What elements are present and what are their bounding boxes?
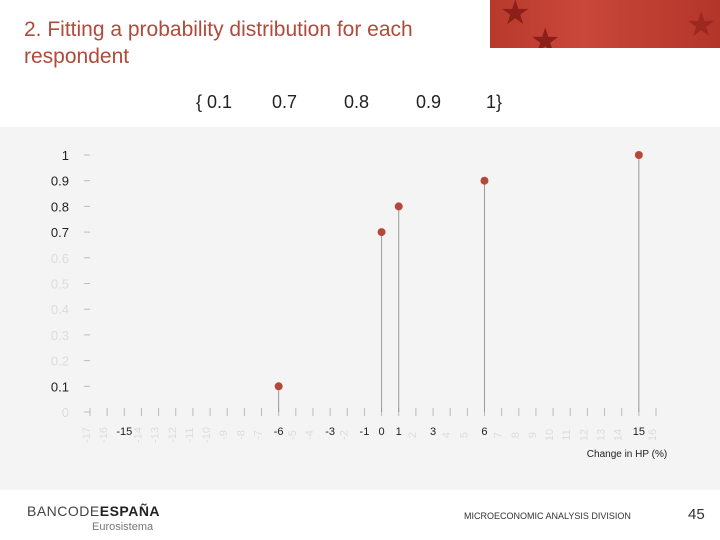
x-tick-label: -15 [116,426,132,438]
x-tick-label: -12 [167,427,179,443]
x-tick-label: -4 [304,430,316,440]
page-number: 45 [688,506,705,523]
x-tick-label: 8 [510,432,522,438]
x-tick-label: 7 [493,432,505,438]
x-tick-label: -1 [360,426,370,438]
data-point [634,151,643,159]
x-tick-label: -9 [218,430,230,440]
plot-area [0,127,720,490]
x-tick-label: 10 [544,429,556,441]
x-tick-label: 12 [578,429,590,441]
x-tick-label: 11 [561,429,573,440]
x-tick-label: -5 [287,430,299,440]
x-tick-label: -14 [132,427,144,443]
y-tick-label: 0.4 [51,302,69,317]
x-tick-label: -13 [150,427,162,443]
x-tick-label: 5 [458,432,470,438]
header-banner: ★ ★ ★ [490,0,720,48]
x-tick-label: 15 [633,426,645,438]
x-tick-label: 13 [596,429,608,441]
x-tick-label: 14 [613,429,625,441]
x-tick-label: -7 [253,430,265,440]
y-tick-label: 0.3 [51,328,69,343]
x-tick-label: -17 [81,427,93,443]
y-tick-label: 0.7 [51,225,69,240]
y-tick-label: 0.6 [51,251,69,266]
y-tick-label: 0 [62,405,69,420]
x-tick-label: 6 [481,426,487,438]
footer [0,490,720,540]
set-close: 1} [486,92,503,112]
y-tick-label: 0.5 [51,277,69,292]
division-label: MICROECONOMIC ANALYSIS DIVISION [464,511,631,521]
x-tick-label: -16 [98,427,110,443]
x-tick-label: 3 [430,426,436,438]
set-open: { 0.1 [196,92,233,112]
y-tick-label: 0.8 [51,199,69,214]
y-tick-label: 0.9 [51,174,69,189]
set-value: 0.7 [272,92,298,112]
x-axis-label: Change in HP (%) [587,449,667,460]
star-icon: ★ [500,0,531,32]
set-value: 0.9 [416,92,442,112]
y-tick-label: 0.1 [51,379,69,394]
data-point [480,176,489,185]
x-tick-label: -3 [325,426,335,438]
logo-subtitle: Eurosistema [92,521,154,533]
x-tick-label: 1 [396,426,402,438]
data-point [377,228,386,237]
data-point [274,382,283,391]
star-icon: ★ [530,22,561,48]
probability-set: { 0.1 0.7 0.8 0.9 1} [196,92,516,116]
x-tick-label: -6 [274,426,284,438]
x-tick-label: 9 [527,432,539,438]
y-tick-label: 0.2 [51,354,69,369]
slide-title: 2. Fitting a probability distribution fo… [24,18,413,68]
y-tick-label: 1 [62,148,69,163]
data-point [394,202,403,211]
x-tick-label: -2 [338,430,350,440]
x-tick-label: 0 [379,426,385,438]
x-tick-label: 16 [647,429,659,441]
star-icon: ★ [686,6,717,44]
set-value: 0.8 [344,92,370,112]
x-tick-label: -11 [184,427,196,442]
x-tick-label: -10 [201,427,213,443]
bank-logo: BANCODEESPAÑA [27,503,161,519]
x-tick-label: 2 [407,432,419,438]
x-tick-label: 4 [441,432,453,438]
x-tick-label: -8 [235,430,247,440]
